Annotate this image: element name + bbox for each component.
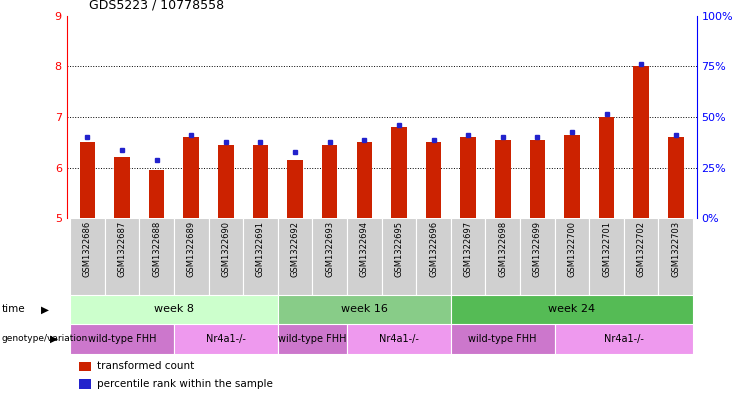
Text: GSM1322686: GSM1322686 [83,221,92,277]
Text: GSM1322691: GSM1322691 [256,221,265,277]
Bar [555,324,693,354]
Text: week 16: week 16 [341,305,388,314]
Bar [313,218,347,295]
Bar [278,324,347,354]
Bar [530,140,545,218]
Bar [451,295,693,324]
Text: GSM1322689: GSM1322689 [187,221,196,277]
Bar [426,142,442,218]
Bar [104,218,139,295]
Bar [485,218,520,295]
Bar [520,218,555,295]
Bar [495,140,511,218]
Text: GSM1322690: GSM1322690 [222,221,230,277]
Text: GSM1322697: GSM1322697 [464,221,473,277]
Bar [114,157,130,218]
Text: GDS5223 / 10778558: GDS5223 / 10778558 [89,0,224,12]
Text: ▶: ▶ [41,305,49,314]
Bar [149,170,165,218]
Text: time: time [1,305,25,314]
Bar [555,218,589,295]
Text: GSM1322701: GSM1322701 [602,221,611,277]
Bar [460,137,476,218]
Bar [253,145,268,218]
Bar [451,324,555,354]
Bar [208,218,243,295]
Text: GSM1322700: GSM1322700 [568,221,576,277]
Text: Nr4a1-/-: Nr4a1-/- [604,334,644,344]
Text: GSM1322698: GSM1322698 [498,221,508,277]
Text: GSM1322696: GSM1322696 [429,221,438,277]
Bar [174,218,208,295]
Text: GSM1322694: GSM1322694 [360,221,369,277]
Bar [184,137,199,218]
Bar [347,324,451,354]
Bar [80,142,96,218]
Bar [599,117,614,218]
Bar [347,218,382,295]
Bar [70,324,174,354]
Bar [278,295,451,324]
Bar [243,218,278,295]
Text: transformed count: transformed count [97,361,194,371]
Text: genotype/variation: genotype/variation [1,334,87,343]
Bar [70,295,278,324]
Text: week 8: week 8 [154,305,194,314]
Bar [624,218,659,295]
Text: wild-type FHH: wild-type FHH [278,334,347,344]
Text: Nr4a1-/-: Nr4a1-/- [379,334,419,344]
Bar [416,218,451,295]
Bar [634,66,649,218]
Bar [79,379,90,389]
Bar [288,160,303,218]
Text: wild-type FHH: wild-type FHH [468,334,537,344]
Text: ▶: ▶ [50,334,59,344]
Text: GSM1322695: GSM1322695 [394,221,403,277]
Text: Nr4a1-/-: Nr4a1-/- [206,334,246,344]
Text: wild-type FHH: wild-type FHH [88,334,156,344]
Bar [79,362,90,371]
Bar [278,218,313,295]
Text: GSM1322702: GSM1322702 [637,221,645,277]
Bar [391,127,407,218]
Bar [356,142,372,218]
Bar [564,135,579,218]
Bar [218,145,233,218]
Text: week 24: week 24 [548,305,596,314]
Bar [659,218,693,295]
Text: GSM1322703: GSM1322703 [671,221,680,277]
Text: GSM1322692: GSM1322692 [290,221,299,277]
Bar [139,218,174,295]
Bar [668,137,683,218]
Text: GSM1322687: GSM1322687 [118,221,127,277]
Bar [70,218,104,295]
Text: GSM1322693: GSM1322693 [325,221,334,277]
Bar [451,218,485,295]
Text: GSM1322688: GSM1322688 [152,221,162,277]
Bar [322,145,337,218]
Bar [174,324,278,354]
Bar [589,218,624,295]
Bar [382,218,416,295]
Text: GSM1322699: GSM1322699 [533,221,542,277]
Text: percentile rank within the sample: percentile rank within the sample [97,379,273,389]
